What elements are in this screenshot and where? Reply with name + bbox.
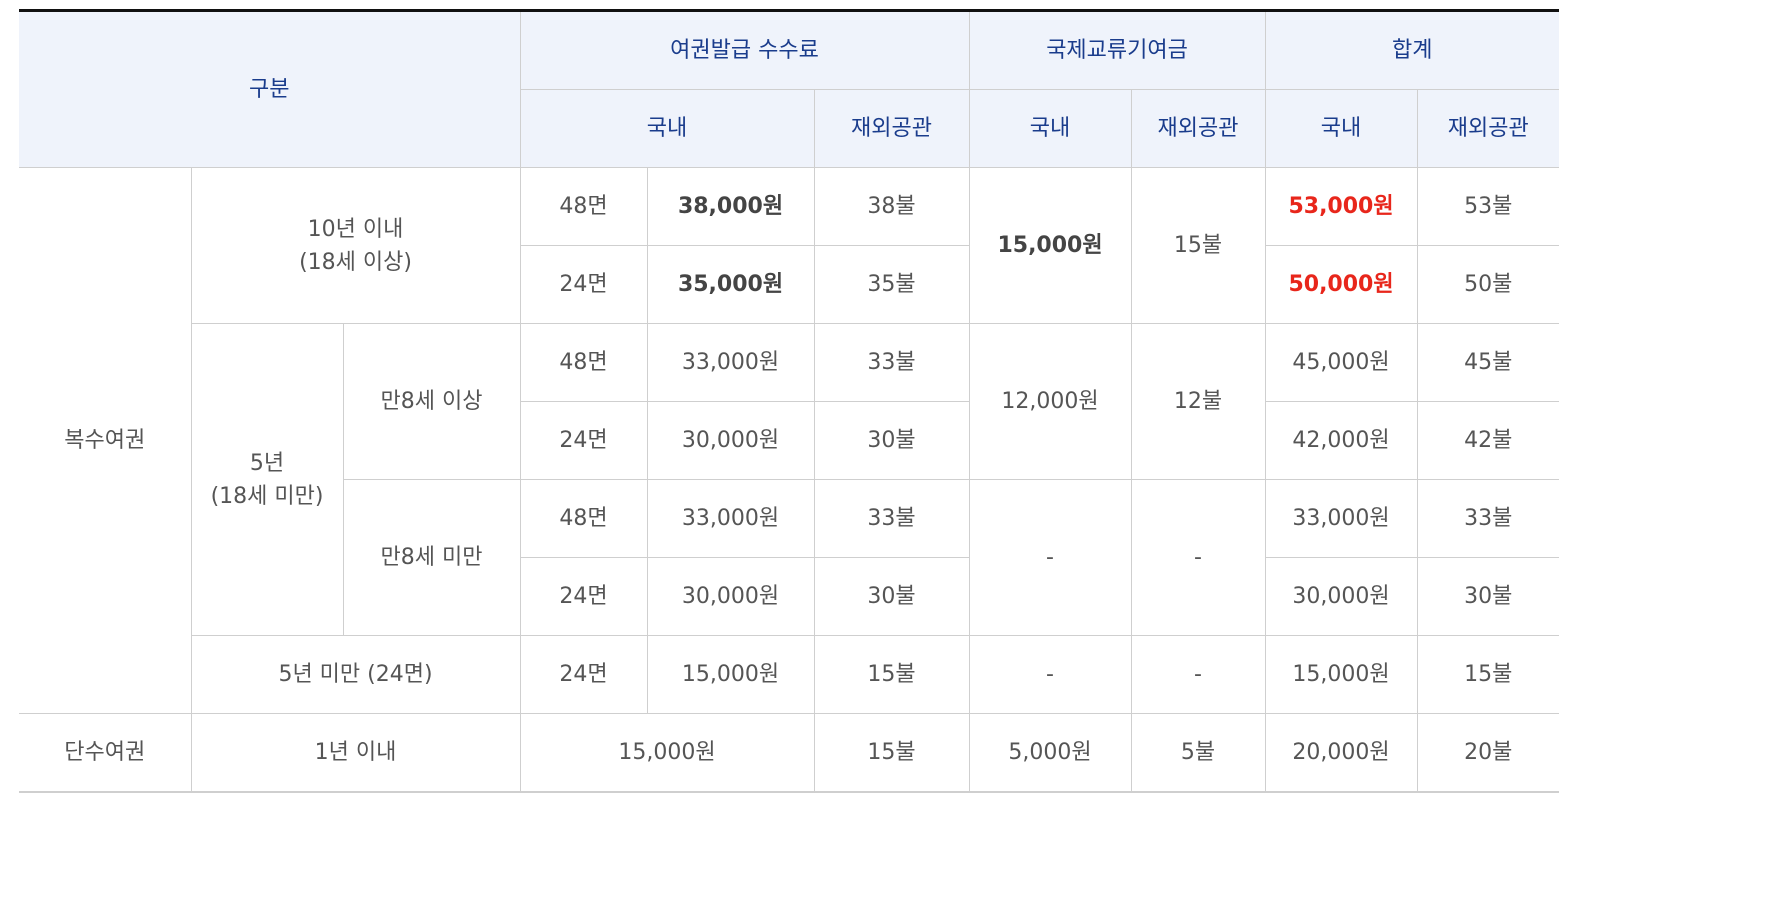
total-overseas-cell: 50불 bbox=[1416, 245, 1560, 324]
header-fee-overseas: 재외공관 bbox=[813, 89, 970, 168]
multiple-passport-label: 복수여권 bbox=[19, 167, 192, 714]
header-category: 구분 bbox=[19, 10, 521, 168]
age-over8-label: 만8세 이상 bbox=[342, 323, 521, 480]
total-overseas-cell: 15불 bbox=[1416, 635, 1560, 714]
fee-overseas-cell: 30불 bbox=[813, 557, 970, 636]
fund-domestic-cell: 12,000원 bbox=[968, 323, 1132, 480]
pages-cell: 24면 bbox=[520, 557, 648, 636]
fee-domestic-cell: 30,000원 bbox=[646, 557, 815, 636]
fund-domestic-cell: - bbox=[968, 635, 1132, 714]
ten-year-line2: (18세 이상) bbox=[299, 249, 412, 275]
table-row: 24면 35,000원 35불 50,000원 50불 bbox=[19, 245, 1560, 324]
ten-year-line1: 10년 이내 bbox=[307, 216, 404, 242]
header-total: 합계 bbox=[1264, 10, 1560, 90]
fund-domestic-cell: - bbox=[968, 479, 1132, 636]
five-year-line2: (18세 미만) bbox=[210, 483, 324, 509]
header-row-top: 구분 여권발급 수수료 국제교류기여금 합계 bbox=[19, 10, 1560, 168]
fee-overseas-cell: 33불 bbox=[813, 479, 970, 558]
fee-overseas-cell: 15불 bbox=[813, 713, 970, 793]
total-domestic-cell: 33,000원 bbox=[1264, 479, 1418, 558]
five-year-line1: 5년 bbox=[249, 450, 285, 476]
ten-year-label: 10년 이내 (18세 이상) bbox=[190, 167, 521, 324]
total-overseas-cell: 45불 bbox=[1416, 323, 1560, 402]
header-row-sub: 국내 재외공관 국내 재외공관 국내 재외공관 bbox=[19, 89, 1560, 168]
fee-domestic-cell: 30,000원 bbox=[646, 401, 815, 480]
header-fund-domestic: 국내 bbox=[968, 89, 1132, 168]
pages-cell: 24면 bbox=[520, 245, 648, 324]
fee-domestic-cell: 35,000원 bbox=[646, 245, 815, 324]
total-domestic-cell: 42,000원 bbox=[1264, 401, 1418, 480]
total-domestic-cell: 53,000원 bbox=[1264, 167, 1418, 246]
total-overseas-cell: 30불 bbox=[1416, 557, 1560, 636]
fee-overseas-cell: 15불 bbox=[813, 635, 970, 714]
passport-fee-table-wrapper: 구분 여권발급 수수료 국제교류기여금 합계 국내 재외공관 국내 재외공관 국… bbox=[19, 9, 1560, 793]
fund-overseas-cell: - bbox=[1130, 635, 1266, 714]
header-fee-domestic: 국내 bbox=[520, 89, 815, 168]
five-year-label: 5년 (18세 미만) bbox=[191, 323, 344, 636]
table-row: 5년 (18세 미만) 만8세 이상 48면 33,000원 33불 12,00… bbox=[19, 323, 1560, 636]
fund-overseas-cell: 5불 bbox=[1130, 713, 1266, 793]
single-period-label: 1년 이내 bbox=[190, 713, 521, 793]
table-row: 24면 30,000원 30불 42,000원 42불 bbox=[19, 401, 1560, 480]
total-domestic-cell: 45,000원 bbox=[1264, 323, 1418, 402]
total-domestic-cell: 20,000원 bbox=[1264, 713, 1418, 793]
total-domestic-cell: 30,000원 bbox=[1264, 557, 1418, 636]
table-row: 5년 미만 (24면) 24면 15,000원 15불 - - 15,000원 … bbox=[19, 635, 1560, 714]
header-fund-overseas: 재외공관 bbox=[1130, 89, 1266, 168]
fee-overseas-cell: 30불 bbox=[813, 401, 970, 480]
fee-overseas-cell: 35불 bbox=[813, 245, 970, 324]
pages-cell: 24면 bbox=[520, 401, 648, 480]
fee-overseas-cell: 33불 bbox=[813, 323, 970, 402]
pages-cell: 24면 bbox=[519, 635, 648, 714]
header-fund: 국제교류기여금 bbox=[968, 10, 1266, 90]
fee-domestic-cell: 33,000원 bbox=[646, 323, 815, 402]
total-domestic-cell: 50,000원 bbox=[1264, 245, 1418, 324]
pages-cell: 48면 bbox=[519, 479, 648, 558]
total-overseas-cell: 42불 bbox=[1416, 401, 1560, 480]
fee-domestic-cell: 15,000원 bbox=[519, 713, 815, 793]
table-row: 단수여권 1년 이내 15,000원 15불 5,000원 5불 20,000원… bbox=[19, 713, 1560, 793]
table-row: 복수여권 10년 이내 (18세 이상) 48면 38,000원 38불 15,… bbox=[19, 167, 1560, 714]
age-under8-label: 만8세 미만 bbox=[343, 479, 521, 636]
fund-domestic-cell: 5,000원 bbox=[968, 713, 1132, 793]
total-overseas-cell: 33불 bbox=[1416, 479, 1560, 558]
under-five-year-label: 5년 미만 (24면) bbox=[191, 635, 521, 714]
total-domestic-cell: 15,000원 bbox=[1264, 635, 1418, 714]
fund-domestic-cell: 15,000원 bbox=[968, 167, 1132, 324]
fund-overseas-cell: 12불 bbox=[1130, 323, 1266, 480]
fee-domestic-cell: 38,000원 bbox=[646, 167, 815, 246]
single-passport-label: 단수여권 bbox=[19, 713, 192, 793]
fee-domestic-cell: 15,000원 bbox=[646, 635, 815, 714]
fee-overseas-cell: 38불 bbox=[813, 167, 970, 246]
header-fee: 여권발급 수수료 bbox=[519, 10, 970, 90]
header-total-overseas: 재외공관 bbox=[1416, 89, 1560, 168]
pages-cell: 48면 bbox=[519, 167, 648, 246]
total-overseas-cell: 20불 bbox=[1416, 713, 1560, 793]
passport-fee-table: 구분 여권발급 수수료 국제교류기여금 합계 국내 재외공관 국내 재외공관 국… bbox=[19, 9, 1560, 793]
header-total-domestic: 국내 bbox=[1264, 89, 1418, 168]
fund-overseas-cell: - bbox=[1130, 479, 1266, 636]
table-row: 24면 30,000원 30불 30,000원 30불 bbox=[19, 557, 1560, 636]
fund-overseas-cell: 15불 bbox=[1130, 167, 1266, 324]
total-overseas-cell: 53불 bbox=[1416, 167, 1560, 246]
pages-cell: 48면 bbox=[519, 323, 648, 402]
fee-domestic-cell: 33,000원 bbox=[646, 479, 815, 558]
